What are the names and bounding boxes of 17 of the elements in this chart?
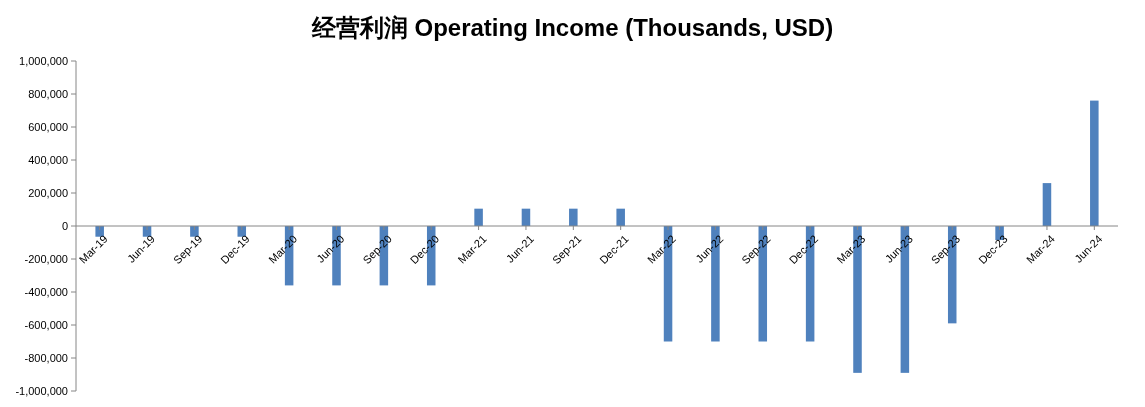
y-tick-label: 0 — [61, 220, 68, 232]
y-tick-label: 800,000 — [28, 88, 68, 100]
bar — [1042, 183, 1052, 226]
bar — [474, 208, 483, 226]
bar — [569, 208, 578, 226]
y-tick-label: 400,000 — [28, 154, 68, 166]
y-tick-label: 200,000 — [28, 187, 68, 199]
bar — [616, 208, 625, 226]
bar — [1090, 100, 1099, 226]
y-tick-label: 1,000,000 — [19, 55, 68, 67]
y-tick-label: -1,000,000 — [15, 385, 68, 397]
y-tick-label: -800,000 — [24, 352, 68, 364]
y-tick-label: 600,000 — [28, 121, 68, 133]
y-tick-label: -400,000 — [24, 286, 68, 298]
chart-title: 经营利润 Operating Income (Thousands, USD) — [310, 14, 834, 41]
y-tick-label: -600,000 — [24, 319, 68, 331]
y-tick-label: -200,000 — [24, 253, 68, 265]
